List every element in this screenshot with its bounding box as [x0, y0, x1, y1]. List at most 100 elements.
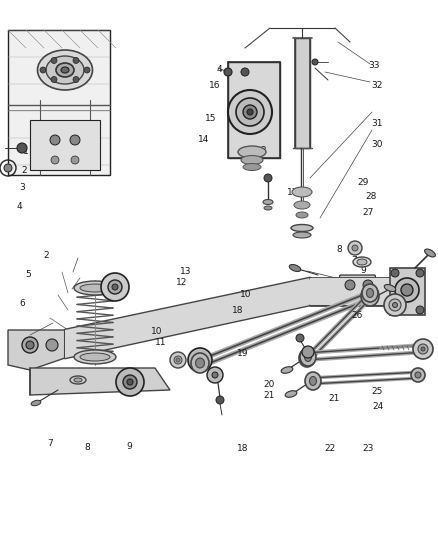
Text: 10: 10: [240, 290, 251, 298]
Circle shape: [296, 334, 304, 342]
Polygon shape: [30, 120, 100, 170]
Ellipse shape: [392, 303, 398, 308]
Ellipse shape: [238, 146, 266, 158]
Circle shape: [73, 58, 79, 63]
Text: 6: 6: [19, 300, 25, 308]
Ellipse shape: [38, 50, 92, 90]
Text: 12: 12: [176, 278, 187, 287]
Text: 29: 29: [357, 178, 368, 187]
Circle shape: [70, 135, 80, 145]
Ellipse shape: [191, 353, 209, 373]
Circle shape: [123, 375, 137, 389]
Ellipse shape: [421, 347, 425, 351]
Text: 10: 10: [151, 327, 162, 336]
Ellipse shape: [367, 288, 374, 297]
Text: 24: 24: [372, 402, 383, 411]
Ellipse shape: [304, 352, 311, 361]
Polygon shape: [30, 368, 170, 395]
Text: 13: 13: [180, 268, 192, 276]
Text: 7: 7: [47, 440, 53, 448]
Circle shape: [40, 67, 46, 73]
Ellipse shape: [195, 358, 205, 368]
Text: 19: 19: [237, 349, 249, 358]
Circle shape: [51, 58, 57, 63]
Circle shape: [416, 306, 424, 314]
Circle shape: [46, 339, 58, 351]
Ellipse shape: [56, 63, 74, 77]
Circle shape: [363, 280, 373, 290]
Circle shape: [345, 280, 355, 290]
Text: 8: 8: [85, 443, 91, 452]
Circle shape: [264, 174, 272, 182]
Circle shape: [395, 278, 419, 302]
Ellipse shape: [176, 358, 180, 362]
Ellipse shape: [299, 349, 315, 367]
Text: 7: 7: [351, 256, 357, 264]
Ellipse shape: [352, 245, 358, 251]
Text: 21: 21: [328, 394, 339, 402]
Circle shape: [51, 77, 57, 83]
Circle shape: [188, 348, 212, 372]
Text: 3: 3: [19, 183, 25, 192]
Ellipse shape: [61, 67, 69, 73]
Ellipse shape: [293, 232, 311, 238]
Ellipse shape: [424, 249, 435, 257]
Ellipse shape: [74, 350, 116, 364]
Text: 2: 2: [43, 252, 49, 260]
Ellipse shape: [384, 285, 396, 292]
Ellipse shape: [353, 257, 371, 267]
Ellipse shape: [296, 212, 308, 218]
Text: 2: 2: [21, 166, 27, 175]
Ellipse shape: [170, 352, 186, 368]
Circle shape: [50, 135, 60, 145]
Circle shape: [216, 396, 224, 404]
Circle shape: [207, 367, 223, 383]
Polygon shape: [228, 62, 280, 158]
Text: 15: 15: [205, 114, 216, 123]
Circle shape: [127, 379, 133, 385]
Text: 25: 25: [371, 387, 382, 396]
Text: 30: 30: [371, 141, 382, 149]
Circle shape: [101, 273, 129, 301]
Circle shape: [194, 354, 206, 366]
Ellipse shape: [310, 376, 317, 385]
Ellipse shape: [357, 259, 367, 265]
Text: 23: 23: [362, 445, 374, 453]
Ellipse shape: [263, 199, 273, 205]
Ellipse shape: [413, 339, 433, 359]
Ellipse shape: [300, 348, 316, 366]
Circle shape: [17, 143, 27, 153]
Text: 22: 22: [324, 445, 336, 453]
Circle shape: [108, 280, 122, 294]
Text: 14: 14: [198, 135, 209, 144]
Circle shape: [51, 156, 59, 164]
Ellipse shape: [292, 187, 312, 197]
Text: 20: 20: [264, 381, 275, 389]
Circle shape: [22, 337, 38, 353]
Ellipse shape: [80, 284, 110, 292]
Ellipse shape: [241, 156, 263, 165]
Text: 16: 16: [209, 81, 220, 90]
Text: 18: 18: [232, 306, 243, 314]
Ellipse shape: [74, 281, 116, 295]
Circle shape: [26, 341, 34, 349]
Circle shape: [4, 164, 12, 172]
Circle shape: [247, 109, 253, 115]
Circle shape: [112, 284, 118, 290]
Text: 31: 31: [371, 119, 382, 128]
Ellipse shape: [384, 294, 406, 316]
Text: 28: 28: [366, 192, 377, 200]
Polygon shape: [65, 278, 310, 358]
Circle shape: [236, 98, 264, 126]
Text: 4: 4: [17, 203, 22, 211]
Polygon shape: [8, 30, 110, 175]
Text: 4: 4: [216, 65, 222, 74]
Ellipse shape: [289, 264, 301, 271]
Ellipse shape: [264, 206, 272, 210]
Circle shape: [228, 90, 272, 134]
Text: 26: 26: [351, 311, 363, 320]
Circle shape: [224, 68, 232, 76]
Circle shape: [241, 68, 249, 76]
Circle shape: [302, 346, 314, 358]
Ellipse shape: [80, 353, 110, 361]
